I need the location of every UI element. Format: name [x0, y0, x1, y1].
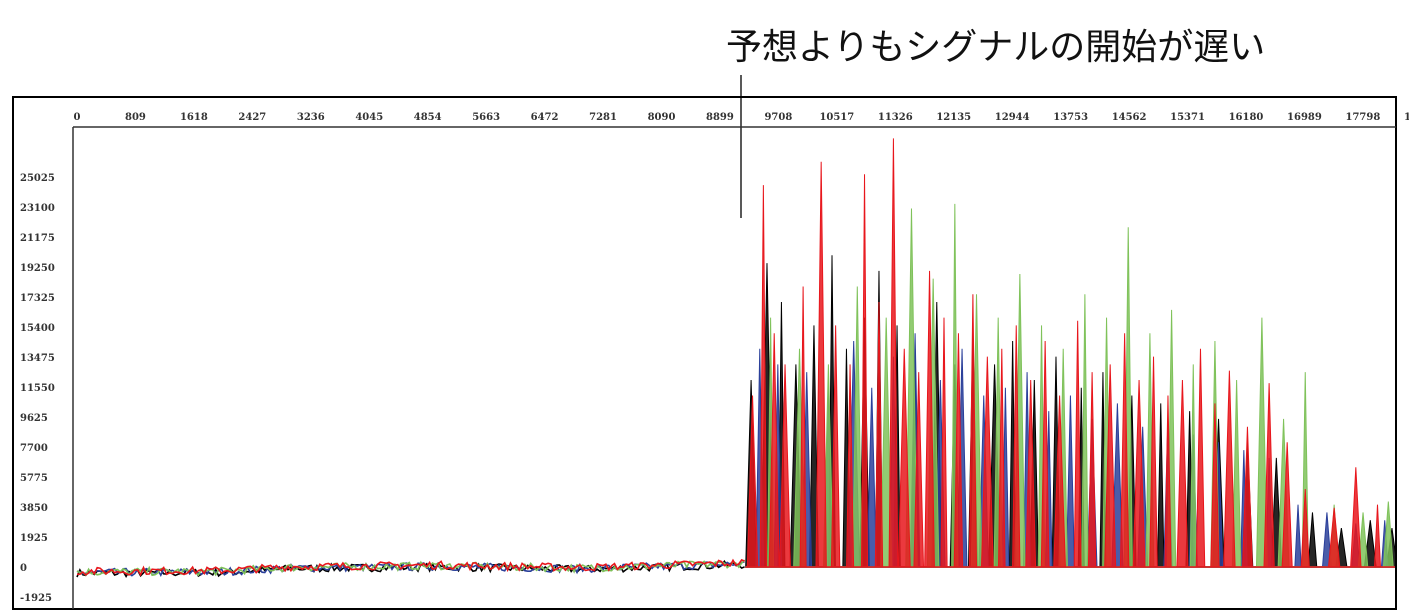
y-tick-label: -1925	[20, 593, 52, 604]
peak	[874, 302, 884, 568]
peak	[1281, 442, 1293, 568]
peak	[1040, 341, 1050, 568]
peak	[1081, 294, 1089, 568]
x-tick-label: 11326	[878, 112, 913, 123]
x-tick-label: 3236	[297, 112, 325, 123]
y-tick-label: 23100	[20, 203, 55, 214]
x-tick-label: 8899	[706, 112, 734, 123]
y-tick-label: 3850	[20, 503, 48, 514]
peak	[1025, 379, 1037, 568]
peak	[1242, 426, 1253, 568]
peak	[815, 161, 827, 568]
peak	[888, 138, 899, 568]
x-tick-label: 5663	[472, 112, 500, 123]
x-tick-label: 16180	[1229, 112, 1264, 123]
peak	[1176, 379, 1189, 568]
y-tick-label: 11550	[20, 383, 55, 394]
y-tick-label: 17325	[20, 293, 55, 304]
peak	[1087, 372, 1097, 568]
peak	[1210, 403, 1220, 568]
annotation-label: 予想よりもシグナルの開始が遅い	[726, 27, 1266, 68]
peak	[913, 372, 925, 568]
peak	[1164, 395, 1172, 568]
peak	[897, 348, 911, 568]
y-tick-label: 7700	[20, 443, 48, 454]
x-tick-label: 4854	[414, 112, 442, 123]
peak	[1065, 395, 1075, 568]
x-tick-label: 18607	[1404, 112, 1409, 123]
x-tick-label: 17798	[1346, 112, 1381, 123]
x-tick-label: 15371	[1170, 112, 1205, 123]
y-tick-label: 5775	[20, 473, 48, 484]
peak	[799, 286, 807, 568]
x-tick-label: 4045	[355, 112, 383, 123]
peak	[1263, 383, 1275, 568]
peak	[968, 294, 978, 568]
peak	[846, 364, 855, 568]
peak	[759, 185, 768, 568]
peak	[924, 270, 935, 568]
peak	[1307, 512, 1318, 568]
x-tick-label: 9708	[764, 112, 792, 123]
x-tick-label: 14562	[1112, 112, 1147, 123]
peak	[1149, 356, 1158, 568]
peak	[1294, 504, 1302, 568]
y-tick-label: 21175	[20, 233, 55, 244]
peak	[1373, 504, 1382, 568]
peak	[1223, 370, 1236, 568]
x-tick-label: 12135	[936, 112, 971, 123]
peak	[1119, 333, 1130, 568]
peak	[860, 174, 869, 568]
x-tick-label: 13753	[1053, 112, 1088, 123]
x-tick-label: 6472	[531, 112, 559, 123]
y-tick-label: 1925	[20, 533, 48, 544]
baseline-trace	[76, 558, 745, 577]
peak	[1300, 489, 1310, 568]
y-tick-label: 9625	[20, 413, 48, 424]
x-tick-label: 2427	[238, 112, 266, 123]
y-tick-label: 25025	[20, 173, 55, 184]
peak	[940, 317, 948, 568]
y-tick-label: 15400	[20, 323, 55, 334]
x-tick-label: 1618	[180, 112, 208, 123]
x-tick-label: 10517	[819, 112, 854, 123]
peak	[830, 325, 841, 568]
x-tick-label: 12944	[995, 112, 1030, 123]
peak	[997, 348, 1006, 568]
peak	[779, 364, 791, 568]
y-tick-label: 0	[20, 563, 27, 574]
peak	[1350, 467, 1362, 568]
peak	[1104, 364, 1117, 568]
peak	[953, 333, 964, 568]
peak	[1195, 348, 1206, 568]
peak	[1156, 403, 1165, 568]
peak	[746, 395, 759, 568]
x-tick-label: 16989	[1287, 112, 1322, 123]
peak	[866, 387, 877, 568]
y-tick-label: 13475	[20, 353, 55, 364]
x-tick-label: 8090	[648, 112, 676, 123]
peak	[1132, 379, 1146, 568]
peak	[1012, 325, 1021, 568]
peak	[1053, 395, 1066, 568]
peak	[1073, 320, 1082, 568]
x-tick-label: 0	[74, 112, 81, 123]
peak	[980, 356, 994, 568]
y-tick-label: 19250	[20, 263, 55, 274]
chart-frame	[12, 96, 1397, 610]
x-tick-label: 809	[125, 112, 146, 123]
peak	[768, 333, 780, 568]
x-tick-label: 7281	[589, 112, 617, 123]
peak	[1327, 507, 1341, 568]
